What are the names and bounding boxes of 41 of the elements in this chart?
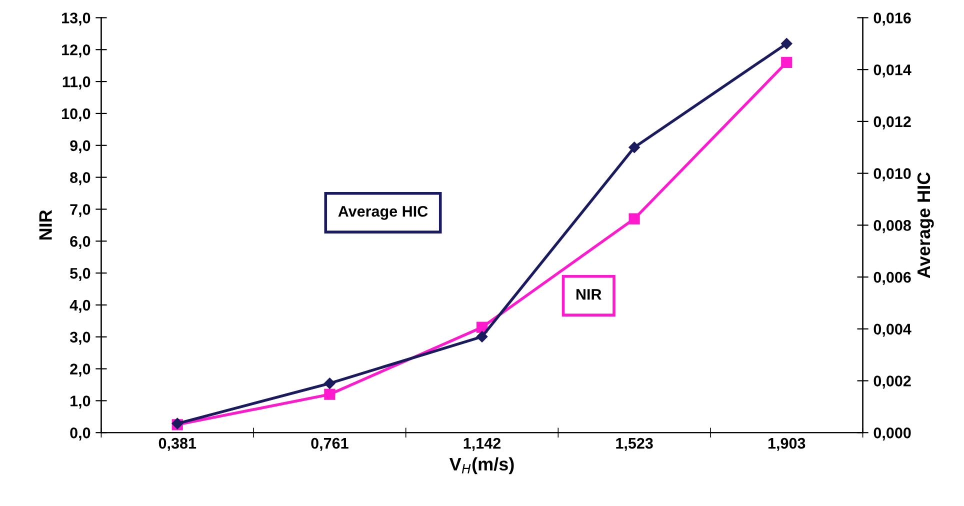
y2-tick-label: 0,010 [874,168,911,182]
x-tick-label: 1,903 [768,438,806,451]
y-tick-label: 1,0 [70,396,90,409]
x-tick-label: 0,381 [158,438,196,451]
y2-tick-label: 0,002 [874,376,911,389]
text: Average HIC [338,206,428,220]
y-tick-label: 6,0 [70,236,90,250]
y2-tick-label: 0,016 [874,12,911,26]
point [476,331,488,342]
y-tick-label: 7,0 [70,204,90,218]
x-tick-label: 0,761 [311,438,348,451]
y-tick-label: 8,0 [70,172,90,186]
y-tick-label: 0,0 [70,428,90,441]
x-axis-title: V$_{H}$(m/s) [449,457,514,474]
point [781,56,792,68]
point [628,142,640,153]
y-tick-label: 11,0 [62,76,90,90]
point [781,38,792,50]
y2-tick-label: 0,006 [874,272,911,285]
x-tick-label: 1,142 [464,438,501,451]
point [476,322,488,333]
y-tick-label: 9,0 [70,140,90,154]
y2-tick-label: 0,008 [874,220,911,234]
y-tick-label: 13,0 [62,12,90,26]
y2-tick-label: 0,012 [874,116,911,130]
y2-tick-label: 0,014 [874,64,912,78]
y-tick-label: 4,0 [70,300,90,313]
y2-tick-label: 0,000 [874,428,911,441]
y-tick-label: 10,0 [62,108,90,122]
y-tick-label: 12,0 [62,44,90,58]
y2-axis-title: Average HIC [917,172,934,278]
series-label: NIR [576,289,602,300]
point [324,378,336,389]
y-tick-label: 5,0 [70,268,90,281]
y-tick-label: 2,0 [70,364,90,377]
y-axis-title: NIR [39,210,52,240]
x-tick-label: 1,523 [616,438,653,451]
point [628,213,640,224]
y2-tick-label: 0,004 [874,324,912,337]
y-tick-label: 3,0 [70,332,90,345]
point [324,388,336,400]
